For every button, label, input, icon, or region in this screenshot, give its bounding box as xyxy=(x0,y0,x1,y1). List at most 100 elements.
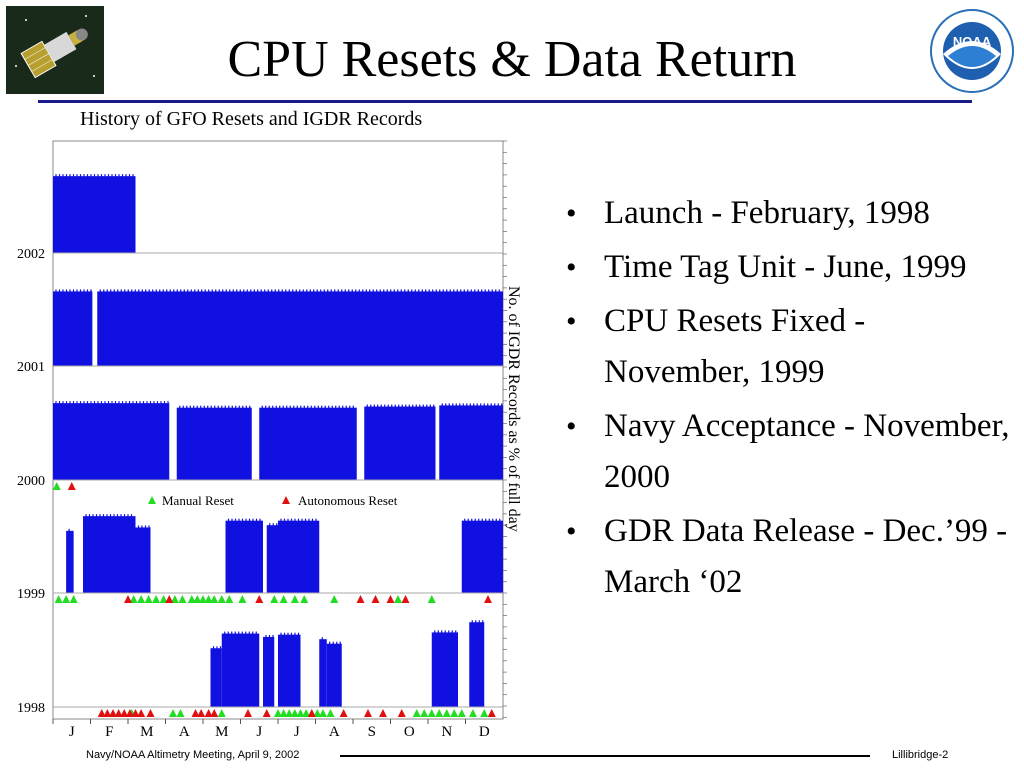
month-label: N xyxy=(441,724,452,740)
legend-manual-marker xyxy=(148,496,156,504)
footer-page: Lillibridge-2 xyxy=(892,749,949,761)
month-label: O xyxy=(404,724,415,740)
manual-reset-marker xyxy=(193,595,202,603)
manual-reset-marker xyxy=(129,595,138,603)
year-label-2000: 2000 xyxy=(17,474,45,489)
autonomous-reset-marker xyxy=(356,595,365,603)
bar-1998-4 xyxy=(319,639,327,707)
bar-1999-6 xyxy=(461,520,503,593)
manual-reset-marker xyxy=(319,709,327,717)
manual-reset-marker xyxy=(199,595,207,603)
autonomous-reset-marker xyxy=(484,595,492,603)
autonomous-reset-marker xyxy=(137,709,146,717)
manual-reset-marker xyxy=(435,709,444,717)
manual-reset-marker xyxy=(302,709,311,717)
month-label: D xyxy=(479,724,490,740)
month-label: A xyxy=(329,724,340,740)
autonomous-reset-marker xyxy=(191,709,200,717)
bar-1999-1 xyxy=(83,516,136,593)
autonomous-reset-marker xyxy=(103,709,112,717)
footer-meeting: Navy/NOAA Altimetry Meeting, April 9, 20… xyxy=(86,749,300,761)
bullet-list: Launch - February, 1998 Time Tag Unit - … xyxy=(560,188,1010,611)
manual-reset-marker xyxy=(326,709,335,717)
manual-reset-marker xyxy=(469,709,477,717)
bullet-item: Navy Acceptance - November, 2000 xyxy=(560,401,1010,503)
manual-reset-marker xyxy=(69,595,78,603)
noaa-logo: NOAA xyxy=(926,8,1018,94)
bar-1999-2 xyxy=(135,527,151,593)
autonomous-reset-marker xyxy=(109,709,117,717)
satellite-logo xyxy=(6,6,104,94)
bullet-item: CPU Resets Fixed - November, 1999 xyxy=(560,296,1010,398)
footer-rule xyxy=(340,755,870,757)
manual-reset-marker xyxy=(152,595,161,603)
bar-1999-0 xyxy=(66,530,74,593)
autonomous-reset-marker xyxy=(307,709,316,717)
bar-1998-5 xyxy=(326,643,342,707)
legend-manual-label: Manual Reset xyxy=(162,493,234,508)
bar-1998-6 xyxy=(431,632,458,707)
month-label: J xyxy=(256,724,262,740)
manual-reset-marker xyxy=(313,709,322,717)
igdr-chart: 2002 2001 2000 1999 1998 J F M A M J J A S O N D Manual R… xyxy=(17,140,507,740)
chart-title: History of GFO Resets and IGDR Records xyxy=(80,108,423,130)
bar-2000-2 xyxy=(259,407,357,480)
manual-reset-marker xyxy=(217,595,226,603)
autonomous-reset-marker xyxy=(125,709,134,717)
bar-1999-3 xyxy=(225,520,263,593)
title-rule xyxy=(38,100,972,103)
autonomous-reset-marker xyxy=(255,595,264,603)
autonomous-reset-marker xyxy=(165,595,174,603)
manual-reset-marker xyxy=(427,595,436,603)
autonomous-reset-marker xyxy=(210,709,219,717)
manual-reset-marker xyxy=(176,709,185,717)
manual-reset-marker xyxy=(144,595,153,603)
month-label: F xyxy=(105,724,113,740)
bar-2000-1 xyxy=(176,407,252,480)
manual-reset-marker xyxy=(285,709,294,717)
manual-reset-marker xyxy=(279,709,288,717)
manual-reset-marker xyxy=(210,595,219,603)
noaa-logo-text: NOAA xyxy=(953,34,992,49)
manual-reset-marker xyxy=(290,709,299,717)
autonomous-reset-marker xyxy=(339,709,348,717)
manual-reset-marker xyxy=(54,595,63,603)
manual-reset-marker xyxy=(300,595,309,603)
autonomous-reset-marker xyxy=(120,709,129,717)
manual-reset-marker xyxy=(204,595,213,603)
bar-1999-4 xyxy=(266,525,278,593)
bar-2000-3 xyxy=(364,406,436,480)
manual-reset-marker xyxy=(159,595,168,603)
autonomous-reset-marker xyxy=(124,595,132,603)
year-label-1999: 1999 xyxy=(17,587,45,602)
bullet-item: Launch - February, 1998 xyxy=(560,188,1010,239)
bar-2000-4 xyxy=(439,405,503,480)
manual-reset-marker xyxy=(270,595,279,603)
bar-1998-2 xyxy=(263,636,275,707)
manual-reset-marker xyxy=(296,709,305,717)
autonomous-reset-marker xyxy=(397,709,406,717)
manual-reset-marker xyxy=(187,595,196,603)
autonomous-reset-marker xyxy=(146,709,155,717)
year-label-1998: 1998 xyxy=(17,701,45,716)
bar-1998-0 xyxy=(210,648,222,707)
manual-reset-marker xyxy=(450,709,459,717)
autonomous-reset-marker xyxy=(364,709,372,717)
bar-2001-0 xyxy=(53,291,93,366)
autonomous-reset-marker xyxy=(197,709,206,717)
manual-reset-marker xyxy=(330,595,339,603)
manual-reset-marker xyxy=(290,595,299,603)
bar-2002-0 xyxy=(53,176,136,253)
bullet-item: Time Tag Unit - June, 1999 xyxy=(560,242,1010,293)
legend-autonomous-label: Autonomous Reset xyxy=(298,493,398,508)
autonomous-reset-marker xyxy=(204,709,213,717)
month-label: J xyxy=(69,724,75,740)
legend-autonomous-marker xyxy=(282,496,290,504)
autonomous-reset-marker xyxy=(386,595,395,603)
autonomous-reset-marker xyxy=(67,482,76,490)
autonomous-reset-marker xyxy=(131,709,140,717)
slide-title: CPU Resets & Data Return xyxy=(227,31,797,88)
month-label: M xyxy=(215,724,228,740)
manual-reset-marker xyxy=(442,709,451,717)
manual-reset-marker xyxy=(412,709,421,717)
